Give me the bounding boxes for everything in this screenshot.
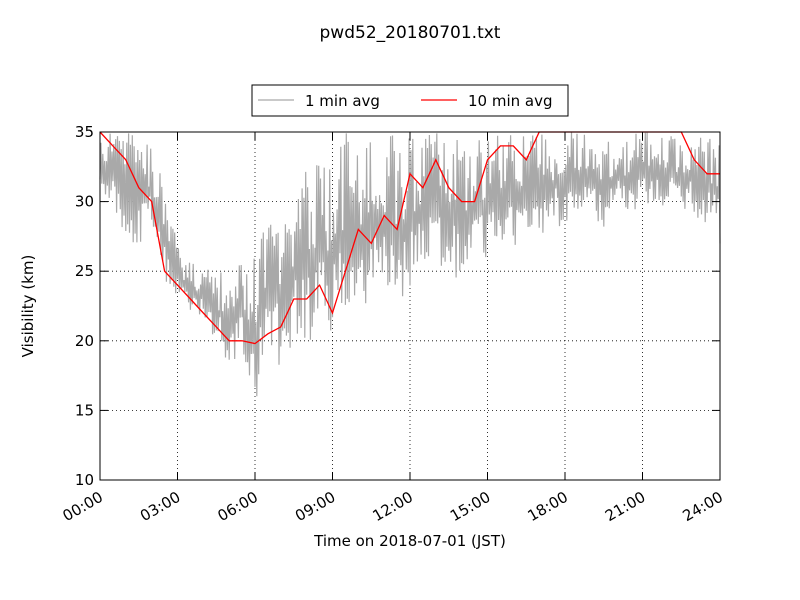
- x-tick-label: 00:00: [60, 488, 106, 525]
- y-tick-label: 25: [75, 262, 94, 280]
- x-tick-labels: 00:00 03:00 06:00 09:00 12:00 15:00 18:00 21:00…: [60, 488, 726, 525]
- legend-label-10min: 10 min avg: [468, 92, 553, 110]
- y-tick-label: 10: [75, 471, 94, 489]
- x-tick-label: 21:00: [602, 488, 648, 525]
- x-tick-label: 18:00: [525, 488, 571, 525]
- plot-area: [99, 131, 721, 481]
- y-tick-label: 30: [75, 193, 94, 211]
- ticks: [99, 131, 721, 481]
- chart-title: pwd52_20180701.txt: [320, 23, 501, 43]
- legend-box: [251, 84, 569, 117]
- x-tick-label: 15:00: [447, 488, 493, 525]
- legend: 1 min avg 10 min avg: [251, 84, 569, 117]
- x-tick-label: 03:00: [137, 488, 183, 525]
- x-tick-label: 06:00: [215, 488, 261, 525]
- x-tick-label: 12:00: [370, 488, 416, 525]
- legend-label-1min: 1 min avg: [305, 92, 380, 110]
- grid: [100, 132, 720, 480]
- y-tick-labels: 10 15 20 25 30 35: [75, 123, 94, 489]
- y-tick-label: 15: [75, 401, 94, 419]
- y-axis-title: Visibility (km): [19, 255, 37, 358]
- x-tick-label: 24:00: [680, 488, 726, 525]
- y-tick-label: 20: [75, 332, 94, 350]
- x-tick-label: 09:00: [292, 488, 338, 525]
- series-1min-line: [99, 132, 721, 397]
- y-tick-label: 35: [75, 123, 94, 141]
- x-axis-title: Time on 2018-07-01 (JST): [313, 532, 506, 550]
